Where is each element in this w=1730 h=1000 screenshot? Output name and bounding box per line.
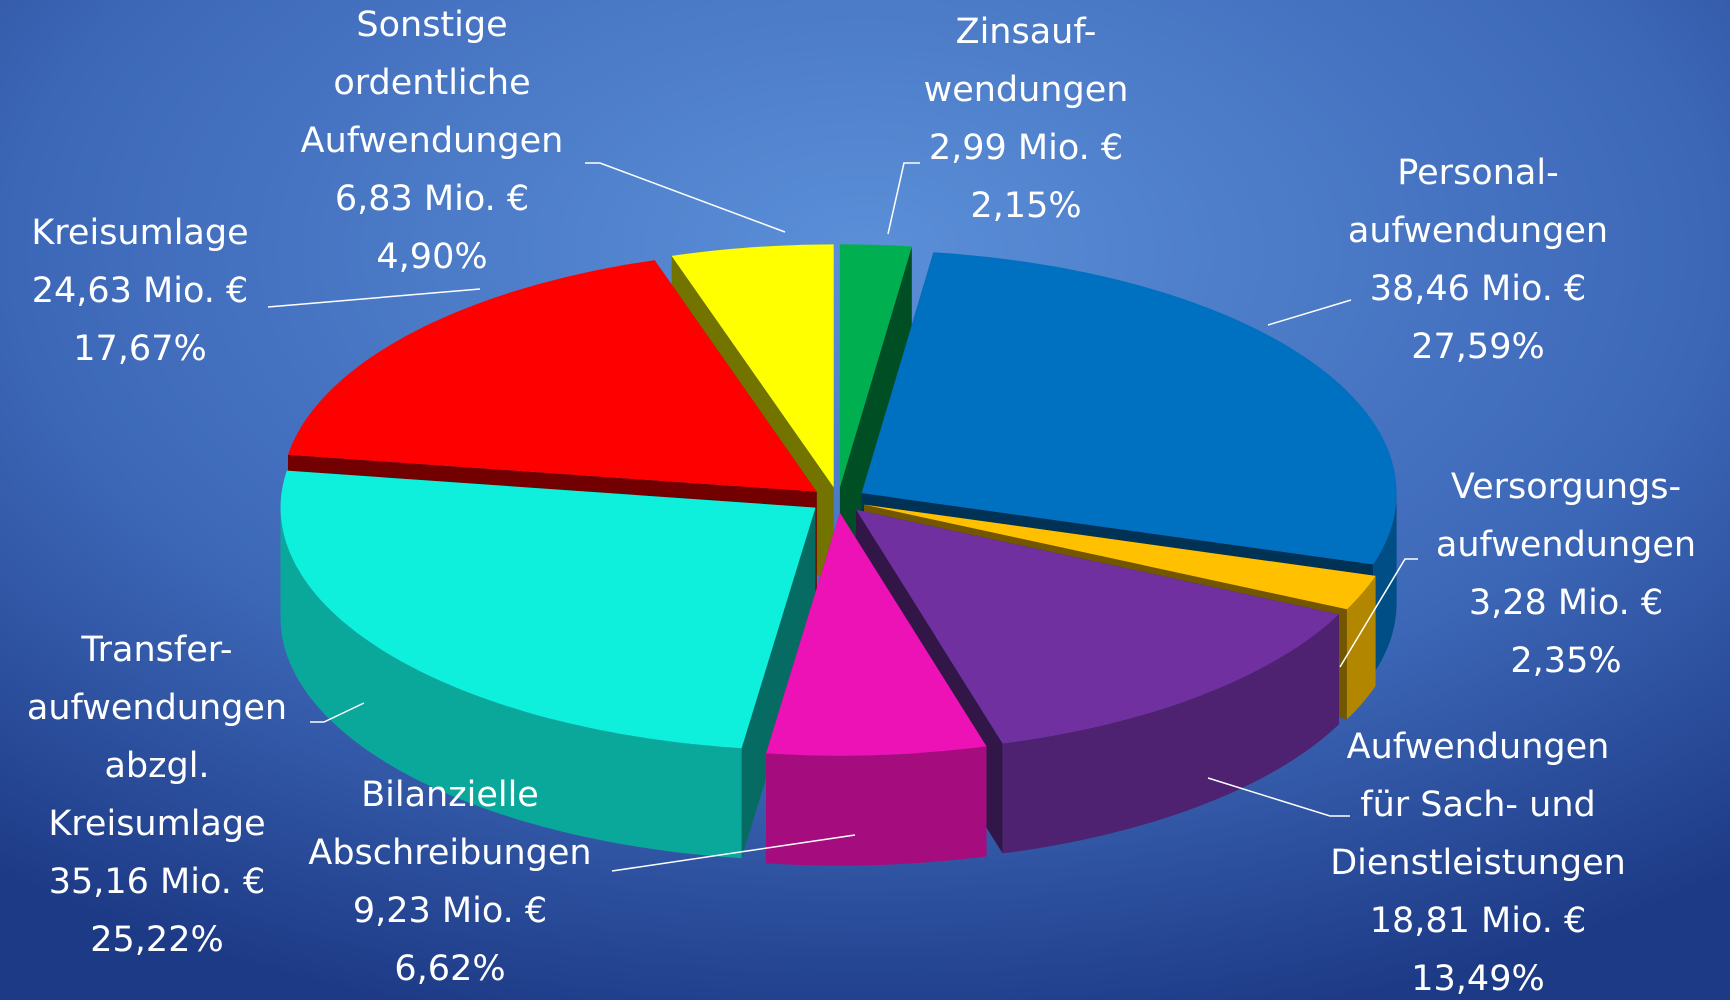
slice-label-name: Versorgungs-aufwendungen [1436,467,1696,565]
label-line: Transfer- [80,630,232,670]
slice-label-value: 24,63 Mio. € [32,271,249,311]
leader-line [1207,777,1350,817]
label-line: Abschreibungen [308,833,591,873]
slice-label-percent: 13,49% [1411,959,1544,999]
slice-side [1373,493,1397,675]
label-line: Versorgungs- [1451,467,1681,507]
slice [766,512,987,866]
leader-line [611,834,856,872]
leader-line [887,162,920,235]
label-line: wendungen [924,70,1129,110]
slice-label-percent: 4,90% [376,237,487,277]
label-line: Zinsauf- [956,12,1097,52]
label-line: Sonstige [356,5,507,45]
slice-top [864,504,1376,610]
slice-label-percent: 6,62% [394,949,505,989]
slice-side [1002,614,1339,854]
slice-label-value: 2,99 Mio. € [929,128,1123,168]
label-line: aufwendungen [1436,525,1696,565]
slice-cut-face [839,246,912,598]
label-line: Kreisumlage [48,804,265,844]
slice-label-name: Transfer-aufwendungen abzgl. Kreisumlage [27,630,287,844]
slice-label-value: 6,83 Mio. € [335,179,529,219]
slice-top [766,512,987,756]
slice-label-percent: 27,59% [1411,327,1544,367]
label-line: Personal- [1397,153,1558,193]
label-line: für Sach- und [1360,785,1595,825]
label-line: aufwendungen [27,688,287,728]
slice-top [839,244,912,488]
slice-side [280,507,742,859]
slice-label-percent: 2,15% [970,186,1081,226]
slice-label-value: 9,23 Mio. € [353,891,547,931]
label-line: ordentliche [333,63,530,103]
slice-top [671,244,834,488]
slice [280,470,816,859]
slice-label-name: Bilanzielle Abschreibungen [308,775,591,873]
slice-label-name: Kreisumlage [31,213,248,253]
slice-top [861,252,1397,565]
label-line: Aufwendungen [1347,727,1610,767]
slice-side [766,746,987,866]
label-line: Dienstleistungen [1330,843,1626,883]
label-line: Kreisumlage [31,213,248,253]
slice-label-percent: 2,35% [1510,641,1621,681]
slice-label-name: Aufwendungen für Sach- und Dienstleistunge… [1330,727,1626,883]
slice-top [856,509,1339,744]
slice-label-name: Zinsauf-wendungen [924,12,1129,110]
label-line: aufwendungen [1348,211,1608,251]
slice-label-percent: 25,22% [90,920,223,960]
slice-label-value: 18,81 Mio. € [1370,901,1587,941]
slice-top [288,260,817,492]
leader-line [267,288,481,308]
leader-line [585,162,786,233]
slice-label-percent: 17,67% [73,329,206,369]
label-line: Aufwendungen [301,121,564,161]
slice-label-name: Sonstige ordentliche Aufwendungen [301,5,564,161]
slice-label-value: 35,16 Mio. € [49,862,266,902]
leader-line [1267,299,1352,326]
slice-side [1346,575,1376,720]
label-line: abzgl. [104,746,209,786]
leader-line [1339,558,1418,668]
leader-line [310,702,365,723]
slice-top [280,470,816,749]
slice-label-value: 38,46 Mio. € [1370,269,1587,309]
slice-label-value: 3,28 Mio. € [1469,583,1663,623]
slice-label-name: Personal-aufwendungen [1348,153,1608,251]
label-line: Bilanzielle [361,775,539,815]
slice [839,244,912,598]
